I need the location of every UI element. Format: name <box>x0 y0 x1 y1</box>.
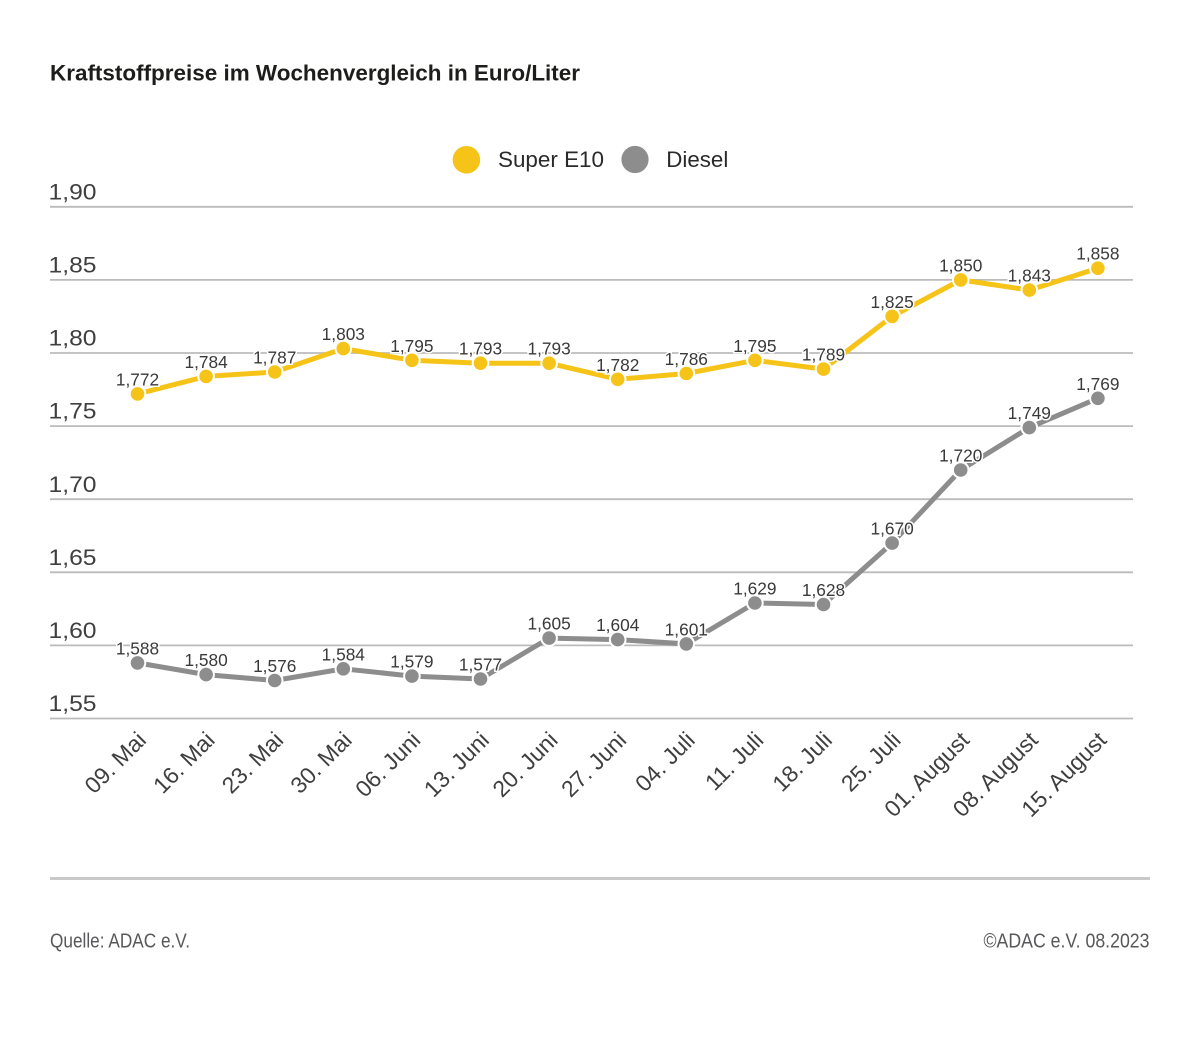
svg-text:1,576: 1,576 <box>253 656 296 676</box>
svg-text:Quelle: ADAC e.V.: Quelle: ADAC e.V. <box>50 930 190 953</box>
svg-text:1,793: 1,793 <box>459 339 502 359</box>
svg-text:1,70: 1,70 <box>49 472 97 497</box>
svg-text:1,784: 1,784 <box>184 352 228 372</box>
svg-text:©ADAC e.V. 08.2023: ©ADAC e.V. 08.2023 <box>984 930 1150 953</box>
svg-text:1,858: 1,858 <box>1076 244 1119 264</box>
svg-text:1,584: 1,584 <box>322 644 366 664</box>
svg-text:1,60: 1,60 <box>49 618 97 643</box>
svg-text:1,772: 1,772 <box>116 369 159 389</box>
svg-text:1,787: 1,787 <box>253 348 296 368</box>
svg-text:1,55: 1,55 <box>49 691 97 716</box>
svg-text:1,670: 1,670 <box>870 519 913 539</box>
svg-text:1,579: 1,579 <box>390 652 433 672</box>
svg-text:1,786: 1,786 <box>665 349 708 369</box>
svg-text:1,789: 1,789 <box>802 345 845 365</box>
svg-text:1,629: 1,629 <box>733 579 776 599</box>
svg-text:1,80: 1,80 <box>49 326 97 351</box>
svg-text:1,803: 1,803 <box>322 324 365 344</box>
svg-text:1,795: 1,795 <box>390 336 433 356</box>
svg-text:1,604: 1,604 <box>596 615 640 635</box>
svg-text:1,782: 1,782 <box>596 355 639 375</box>
svg-text:Super E10: Super E10 <box>498 147 604 172</box>
svg-text:1,720: 1,720 <box>939 446 982 466</box>
svg-text:1,843: 1,843 <box>1008 266 1051 286</box>
svg-text:1,795: 1,795 <box>733 336 776 356</box>
svg-text:1,65: 1,65 <box>49 545 97 570</box>
svg-text:Diesel: Diesel <box>666 147 728 172</box>
svg-text:1,628: 1,628 <box>802 580 845 600</box>
svg-text:1,577: 1,577 <box>459 655 502 675</box>
svg-text:1,825: 1,825 <box>870 292 913 312</box>
svg-text:1,588: 1,588 <box>116 638 159 658</box>
svg-text:1,90: 1,90 <box>49 179 97 204</box>
svg-text:1,605: 1,605 <box>527 614 570 634</box>
svg-text:1,601: 1,601 <box>665 619 708 639</box>
svg-text:Kraftstoffpreise im Wochenverg: Kraftstoffpreise im Wochenvergleich in E… <box>50 61 580 86</box>
svg-text:1,580: 1,580 <box>184 650 227 670</box>
svg-text:1,85: 1,85 <box>49 253 97 278</box>
svg-text:1,75: 1,75 <box>49 399 97 424</box>
svg-text:1,793: 1,793 <box>527 339 570 359</box>
svg-text:1,850: 1,850 <box>939 255 982 275</box>
svg-text:1,749: 1,749 <box>1008 403 1051 423</box>
svg-text:1,769: 1,769 <box>1076 374 1119 394</box>
